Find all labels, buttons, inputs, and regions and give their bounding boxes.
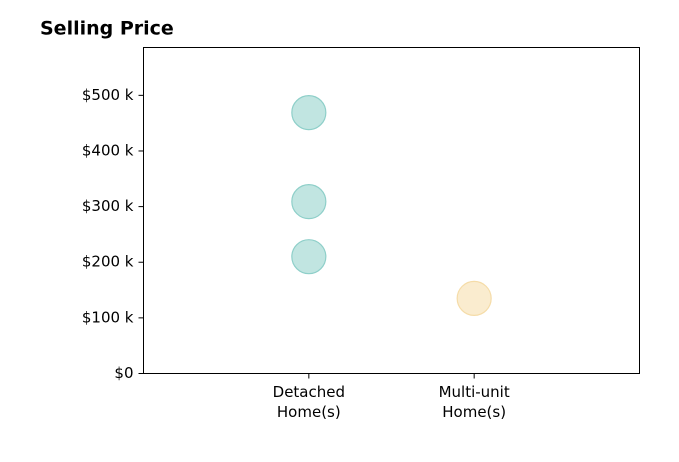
point bbox=[291, 183, 327, 220]
point bbox=[291, 239, 327, 275]
plot-frame bbox=[143, 47, 640, 374]
x-tick-label: Home(s) bbox=[442, 403, 506, 421]
chart-title: Selling Price bbox=[40, 18, 174, 40]
x-tick-label: Multi-unit bbox=[439, 383, 510, 401]
y-tick-label: $300 k bbox=[82, 197, 134, 215]
y-tick-label: $200 k bbox=[82, 253, 134, 271]
y-tick-label: $500 k bbox=[82, 86, 134, 104]
y-tick-label: $400 k bbox=[82, 141, 134, 159]
y-tick-label: $100 k bbox=[82, 308, 134, 326]
x-tick-label: Home(s) bbox=[277, 403, 341, 421]
y-tick-label: $0 bbox=[114, 364, 133, 382]
point bbox=[456, 280, 492, 316]
point bbox=[291, 94, 327, 131]
x-tick-label: Detached bbox=[273, 383, 345, 401]
